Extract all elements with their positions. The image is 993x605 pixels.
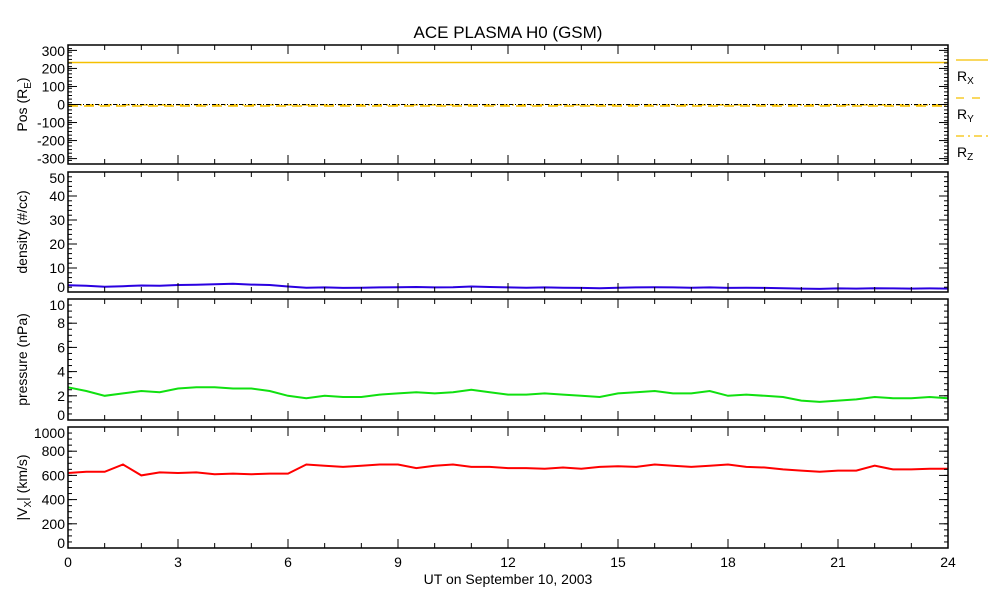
y-tick-label: 50 [49, 170, 65, 186]
y-axis-label: |VX| (km/s) [14, 454, 34, 520]
y-tick-label: -300 [37, 151, 65, 167]
y-tick-label: 800 [42, 443, 66, 459]
y-tick-label: 0 [57, 97, 65, 113]
y-tick-label: 400 [42, 492, 66, 508]
y-tick-label: 0 [57, 407, 65, 423]
x-tick-label: 0 [64, 554, 72, 570]
series-line-Vx [67, 463, 948, 477]
y-tick-label: 8 [57, 315, 65, 331]
y-tick-label: 2 [57, 388, 65, 404]
y-axis-label: density (#/cc) [14, 190, 30, 273]
x-tick-label: 15 [610, 554, 626, 570]
series-line-pressure [67, 386, 949, 403]
panel-frame [67, 171, 949, 293]
panel-2: 10 8 6 4 2 0 pressure (nPa) [14, 297, 949, 423]
y-tick-label: 20 [49, 236, 65, 252]
y-tick-label: -100 [37, 115, 65, 131]
y-axis-label: Pos (RE) [14, 77, 34, 131]
y-tick-label: 300 [42, 43, 66, 59]
y-tick-label: 30 [49, 212, 65, 228]
y-tick-label: 4 [57, 364, 65, 380]
y-tick-label: 40 [49, 188, 65, 204]
y-tick-label: 200 [42, 60, 66, 76]
x-tick-label: 6 [284, 554, 292, 570]
y-tick-label: 10 [49, 260, 65, 276]
y-axis-label: pressure (nPa) [14, 313, 30, 406]
y-tick-label: 6 [57, 339, 65, 355]
chart-title: ACE PLASMA H0 (GSM) [414, 23, 603, 42]
y-tick-label: 100 [42, 78, 66, 94]
x-tick-label: 9 [394, 554, 402, 570]
y-tick-label: 1000 [34, 425, 65, 441]
x-tick-label: 18 [720, 554, 736, 570]
panel-3: 1000 800 600 400 200 0 |VX| (km/s) [14, 425, 949, 551]
y-tick-label: 0 [57, 279, 65, 295]
y-tick-label: 0 [57, 535, 65, 551]
x-tick-label: 21 [830, 554, 846, 570]
x-tick-label: 24 [940, 554, 956, 570]
y-tick-label: 10 [49, 297, 65, 313]
y-tick-label: 200 [42, 516, 66, 532]
y-tick-label: -200 [37, 133, 65, 149]
legend-label-y: RY [957, 106, 974, 125]
legend-label-z: RZ [957, 144, 973, 163]
legend-label-x: RX [957, 68, 974, 87]
x-tick-label: 12 [500, 554, 516, 570]
panel-frame [67, 426, 949, 549]
x-tick-label: 3 [174, 554, 182, 570]
y-tick-label: 600 [42, 467, 66, 483]
x-axis-label: UT on September 10, 2003 [424, 571, 593, 587]
panel-1: 50 40 30 20 10 0 density (#/cc) [14, 170, 949, 295]
